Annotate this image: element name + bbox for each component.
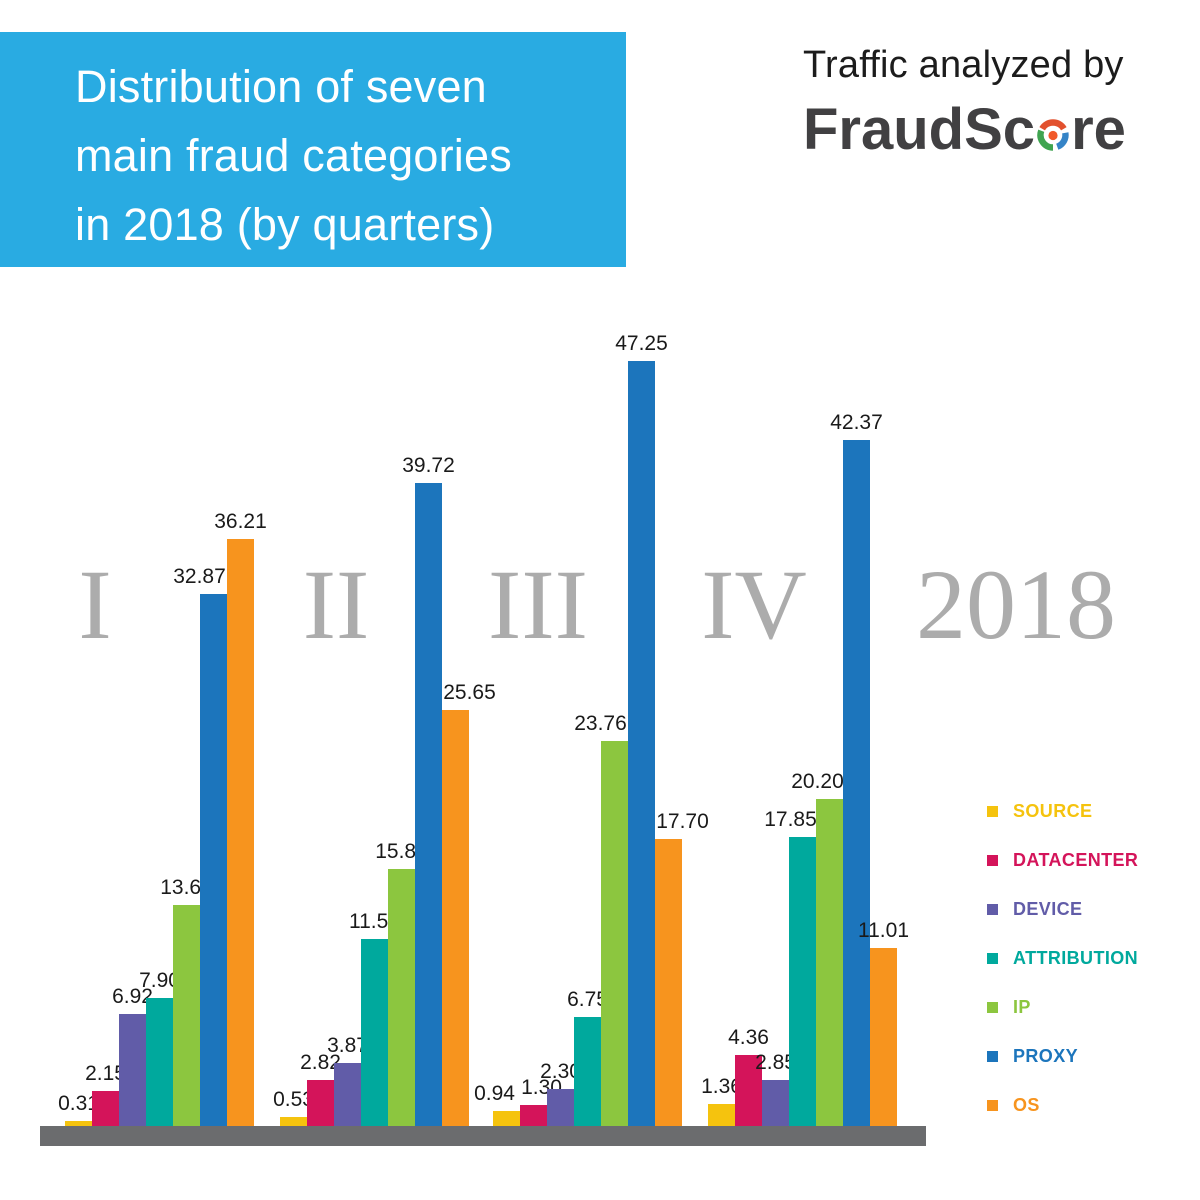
bar-value-label: 1.36 <box>701 1075 742 1098</box>
fraudscore-ring-icon <box>1036 99 1070 166</box>
legend-label: ATTRIBUTION <box>1013 948 1139 968</box>
brand-name-post: re <box>1071 97 1126 162</box>
brand-name-pre: FraudSc <box>803 97 1036 162</box>
quarter-marker-4: IV <box>701 549 807 660</box>
bar-attribution-q4 <box>789 837 816 1126</box>
bar-ip-q1 <box>173 905 200 1126</box>
bar-attribution-q3 <box>574 1017 601 1126</box>
legend-item-os: OS <box>987 1095 1138 1115</box>
bar-value-label: 36.21 <box>214 510 267 533</box>
fraudscore-logo: FraudSc re <box>803 96 1126 166</box>
bar-device-q2 <box>334 1063 361 1126</box>
bar-value-label: 2.85 <box>755 1051 796 1074</box>
year-marker: 2018 <box>916 549 1116 660</box>
bar-proxy-q1 <box>200 594 227 1126</box>
chart-title-line-1: Distribution of seven <box>75 61 487 112</box>
bar-attribution-q1 <box>146 998 173 1126</box>
bar-value-label: 2.82 <box>300 1051 341 1074</box>
bar-attribution-q2 <box>361 939 388 1126</box>
bar-value-label: 11.57 <box>349 910 400 933</box>
bar-source-q4 <box>708 1104 735 1126</box>
legend-swatch-ip <box>987 1002 998 1013</box>
bar-value-label: 15.84 <box>375 840 428 863</box>
x-axis-baseline <box>40 1126 926 1146</box>
bar-proxy-q4 <box>843 440 870 1126</box>
legend-swatch-datacenter <box>987 855 998 866</box>
bar-value-label: 13.64 <box>160 876 213 899</box>
bar-source-q1 <box>65 1121 92 1126</box>
bar-source-q3 <box>493 1111 520 1126</box>
legend-item-ip: IP <box>987 997 1138 1017</box>
legend-item-source: SOURCE <box>987 801 1138 821</box>
legend-item-datacenter: DATACENTER <box>987 850 1139 870</box>
bar-datacenter-q2 <box>307 1080 334 1126</box>
legend-label: PROXY <box>1013 1046 1079 1066</box>
bar-source-q2 <box>280 1117 307 1126</box>
legend-label: DATACENTER <box>1013 850 1139 870</box>
legend-swatch-os <box>987 1100 998 1111</box>
bar-os-q4 <box>870 948 897 1126</box>
bar-value-label: 39.72 <box>402 454 455 477</box>
legend-label: DEVICE <box>1013 899 1083 919</box>
bar-device-q3 <box>547 1089 574 1126</box>
bar-datacenter-q4 <box>735 1055 762 1126</box>
bar-datacenter-q3 <box>520 1105 547 1126</box>
bar-os-q1 <box>227 539 254 1126</box>
bar-ip-q3 <box>601 741 628 1126</box>
bar-value-label: 32.87 <box>173 565 226 588</box>
chart-title-line-2: main fraud categories <box>75 130 512 181</box>
bar-value-label: 47.25 <box>615 332 668 355</box>
bar-datacenter-q1 <box>92 1091 119 1126</box>
bar-value-label: 17.85 <box>764 808 817 831</box>
bar-value-label: 11.01 <box>858 919 909 942</box>
legend-label: SOURCE <box>1013 801 1093 821</box>
bar-value-label: 25.65 <box>443 681 496 704</box>
quarter-marker-2: II <box>302 549 370 660</box>
bar-value-label: 20.20 <box>791 770 844 793</box>
brand-tagline: Traffic analyzed by <box>803 44 1124 86</box>
bar-value-label: 4.36 <box>728 1026 769 1049</box>
bar-device-q4 <box>762 1080 789 1126</box>
quarter-marker-1: I <box>78 549 112 660</box>
legend-label: OS <box>1013 1095 1040 1115</box>
chart-title-box: Distribution of seven main fraud categor… <box>0 32 626 267</box>
legend-swatch-device <box>987 904 998 915</box>
bar-value-label: 23.76 <box>574 712 627 735</box>
quarter-marker-3: III <box>488 549 588 660</box>
legend-swatch-source <box>987 806 998 817</box>
legend-item-device: DEVICE <box>987 899 1138 919</box>
bar-proxy-q2 <box>415 483 442 1126</box>
bar-value-label: 17.70 <box>656 810 709 833</box>
bar-value-label: 2.15 <box>85 1062 126 1085</box>
bar-value-label: 3.87 <box>327 1034 368 1057</box>
bar-value-label: 6.75 <box>567 988 608 1011</box>
legend-swatch-attribution <box>987 953 998 964</box>
bar-value-label: 42.37 <box>830 411 883 434</box>
bar-value-label: 7.90 <box>139 969 180 992</box>
bar-value-label: 0.94 <box>474 1082 515 1105</box>
legend-label: IP <box>1013 997 1031 1017</box>
bar-value-label: 6.92 <box>112 985 153 1008</box>
bar-value-label: 2.30 <box>540 1060 581 1083</box>
chart-title-line-3: in 2018 (by quarters) <box>75 199 495 250</box>
bar-value-label: 0.53 <box>273 1088 314 1111</box>
bar-chart: 0.31 0.53 0.94 1.36 2.15 2.82 1.30 4.36 6.92 3.87… <box>40 326 926 1126</box>
legend-item-attribution: ATTRIBUTION <box>987 948 1139 968</box>
bar-proxy-q3 <box>628 361 655 1126</box>
bar-value-label: 0.31 <box>58 1092 99 1115</box>
bar-device-q1 <box>119 1014 146 1126</box>
bar-os-q3 <box>655 839 682 1126</box>
bar-ip-q2 <box>388 869 415 1126</box>
bar-os-q2 <box>442 710 469 1126</box>
legend-item-proxy: PROXY <box>987 1046 1138 1066</box>
bar-ip-q4 <box>816 799 843 1126</box>
legend-swatch-proxy <box>987 1051 998 1062</box>
legend: SOURCE DATACENTER DEVICE ATTRIBUTION IP PROXY… <box>987 801 1139 1145</box>
